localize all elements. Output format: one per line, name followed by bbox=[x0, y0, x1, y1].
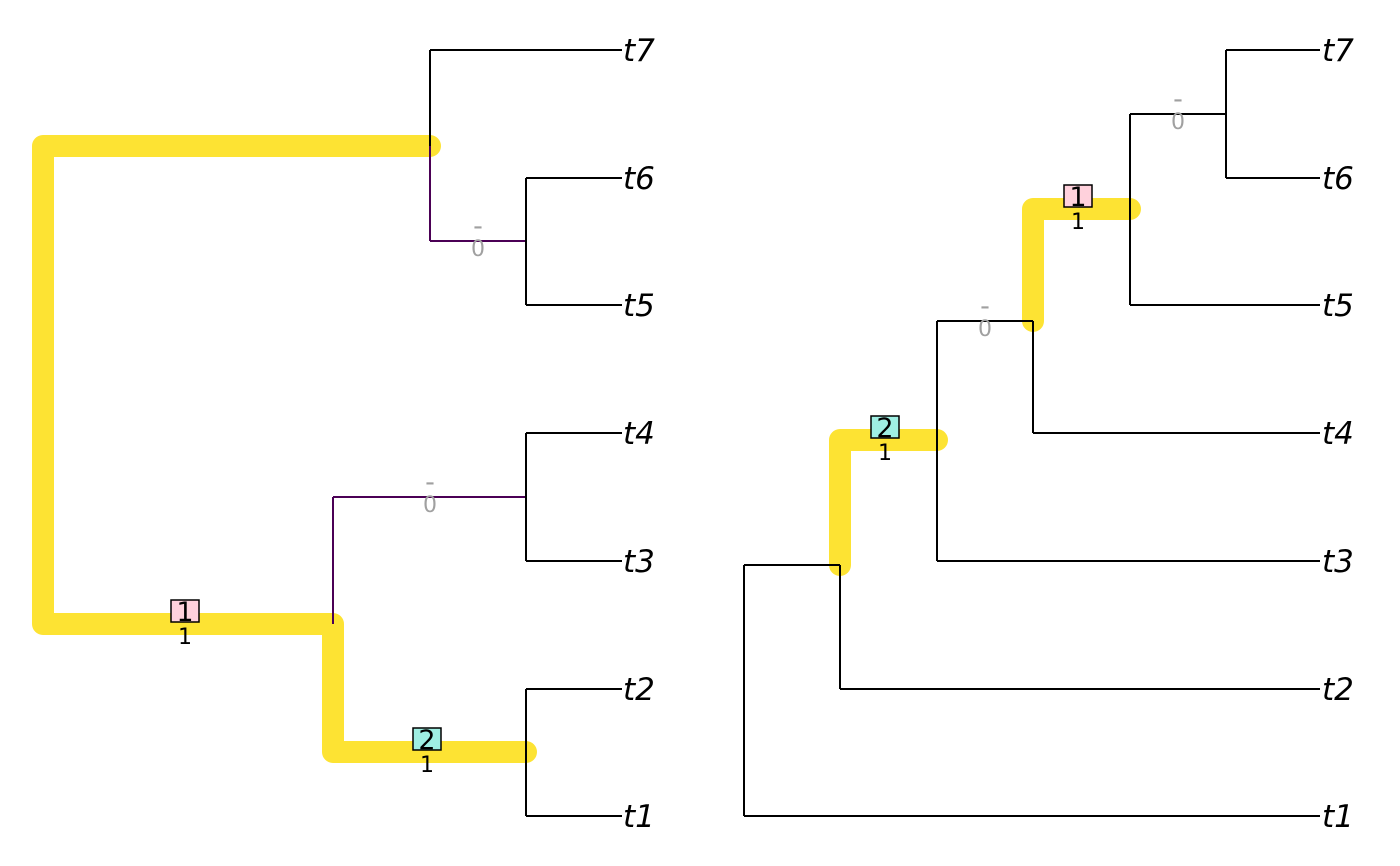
highlight-path bbox=[829, 429, 948, 576]
node-label-top: - bbox=[425, 467, 435, 498]
tip-label: t6 bbox=[623, 161, 655, 197]
node-label-box bbox=[412, 727, 442, 751]
tip-label: t3 bbox=[1322, 544, 1354, 580]
node-label-bottom: 0 bbox=[423, 493, 437, 518]
tip-label: t1 bbox=[623, 799, 655, 835]
node-label-bottom: 1 bbox=[878, 441, 892, 466]
tip-label: t5 bbox=[1322, 288, 1354, 324]
node-label-top: 2 bbox=[418, 725, 435, 756]
node-label-top: 1 bbox=[176, 597, 193, 628]
node-label-box bbox=[170, 599, 200, 623]
tip-label: t3 bbox=[623, 544, 655, 580]
tip-label: t2 bbox=[623, 672, 655, 708]
tip-label: t7 bbox=[1322, 33, 1354, 69]
node-label-bottom: 1 bbox=[420, 753, 434, 778]
tip-label: t5 bbox=[623, 288, 655, 324]
tip-label: t2 bbox=[1322, 672, 1354, 708]
node-label-bottom: 1 bbox=[1071, 210, 1085, 235]
node-label-box bbox=[1063, 184, 1093, 208]
node-label-top: - bbox=[1173, 84, 1183, 115]
node-label-top: 2 bbox=[876, 413, 893, 444]
tip-label: t6 bbox=[1322, 161, 1354, 197]
node-label-box bbox=[870, 415, 900, 439]
node-label-bottom: 0 bbox=[471, 237, 485, 262]
node-label-top: - bbox=[980, 291, 990, 322]
tip-label: t4 bbox=[623, 416, 655, 452]
tip-label: t4 bbox=[1322, 416, 1354, 452]
node-label-top: - bbox=[473, 211, 483, 242]
node-label-bottom: 0 bbox=[1171, 110, 1185, 135]
highlight-path bbox=[32, 135, 537, 763]
highlight-path bbox=[1022, 198, 1141, 332]
node-label-bottom: 0 bbox=[978, 317, 992, 342]
tip-label: t1 bbox=[1322, 799, 1354, 835]
node-label-top: 1 bbox=[1069, 182, 1086, 213]
node-label-bottom: 1 bbox=[178, 625, 192, 650]
tip-label: t7 bbox=[623, 33, 655, 69]
